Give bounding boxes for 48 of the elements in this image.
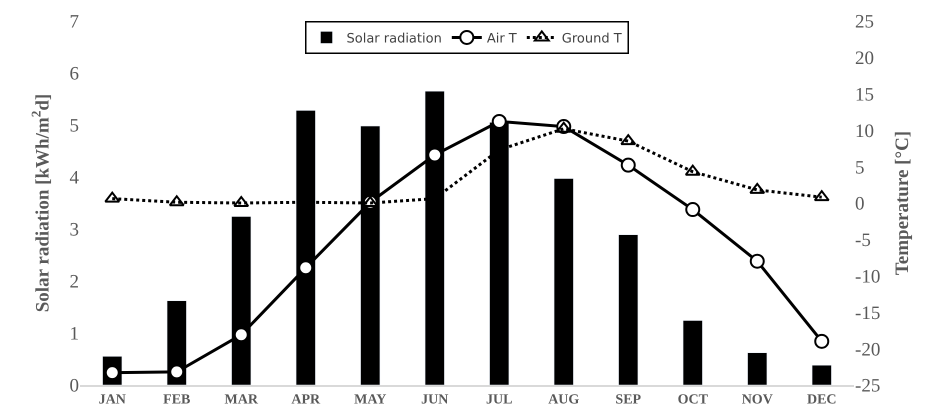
point — [298, 260, 314, 276]
y-tick-label: 5 — [70, 116, 79, 137]
x-tick-label: MAR — [224, 392, 259, 408]
y-tick-label: 3 — [70, 220, 79, 241]
legend-label: Air T — [486, 32, 517, 47]
y-tick-label: 1 — [70, 324, 79, 345]
bar — [554, 178, 574, 385]
x-tick-label: JUN — [421, 392, 448, 408]
point — [620, 158, 636, 173]
point — [685, 202, 700, 218]
x-tick-label: AUG — [548, 392, 580, 408]
x-tick-label: APR — [291, 392, 322, 408]
y-tick-label: 2 — [70, 272, 79, 293]
point — [234, 327, 249, 342]
bar — [747, 352, 768, 385]
x-tick-label: JUL — [486, 392, 512, 408]
y-tick-label: 4 — [70, 168, 80, 189]
legend-label: Ground T — [562, 32, 622, 47]
y2-axis-title: Temperature [°C] — [892, 130, 914, 276]
bar — [682, 320, 703, 385]
x-tick-label: JAN — [98, 392, 126, 408]
y2-tick-label: -25 — [855, 376, 880, 397]
y2-tick-label: -10 — [855, 266, 880, 288]
point — [492, 114, 507, 129]
y2-tick-label: 10 — [855, 120, 874, 142]
bar — [812, 364, 832, 385]
point — [750, 254, 765, 269]
y2-tick-label: 0 — [855, 194, 864, 215]
y2-tick-label: 20 — [855, 48, 874, 70]
x-tick-label: OCT — [678, 392, 709, 408]
x-tick-label: SEP — [615, 392, 642, 408]
y2-tick-label: -20 — [855, 339, 880, 360]
y2-tick-label: 25 — [855, 12, 874, 33]
y2-tick-label: 5 — [855, 157, 864, 178]
y2-tick-label: -5 — [855, 230, 871, 252]
x-tick-label: MAY — [354, 392, 386, 408]
y-tick-label: 7 — [70, 12, 79, 33]
point — [169, 364, 184, 380]
x-tick-label: NOV — [742, 392, 773, 408]
x-tick-label: FEB — [163, 392, 190, 408]
y-tick-label: 0 — [70, 376, 79, 397]
y2-tick-label: -15 — [855, 302, 880, 324]
bar — [618, 234, 638, 385]
y-tick-label: 6 — [70, 64, 79, 85]
x-tick-label: DEC — [806, 392, 837, 408]
point — [814, 334, 830, 349]
legend-label: Solar radiation — [346, 32, 442, 47]
y2-tick-label: 15 — [855, 84, 874, 106]
